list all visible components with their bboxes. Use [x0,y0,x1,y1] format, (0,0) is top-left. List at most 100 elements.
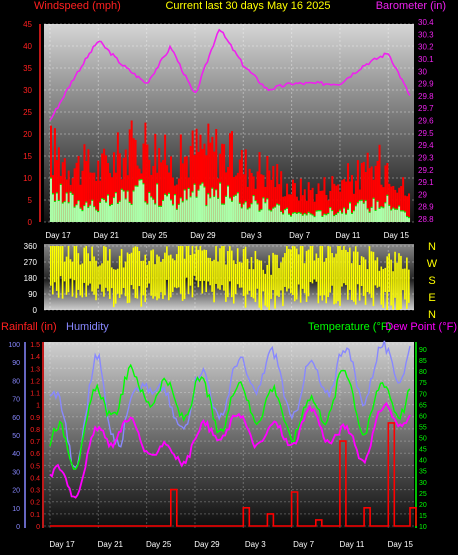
wind-gust-bar [166,165,169,222]
direction-mark [207,257,209,282]
wind-x-tick-labels: Day 17 Day 21 Day 25 Day 29 Day 3 Day 7 Day 11… [45,231,409,240]
wind-average-edge [276,203,279,205]
wind-average-bar [138,180,141,222]
wind-gust-bar [368,168,371,222]
wind-average-edge [211,187,214,189]
wind-average-edge [57,199,60,202]
wind-average-edge [347,208,350,210]
direction-mark [376,257,379,288]
barometer-tick-labels: 30.4 30.3 30.2 30.1 30 29.9 29.8 29.7 29.6 29.5 29… [418,18,434,224]
wind-gust-bar [290,194,292,222]
direction-mark [349,247,351,290]
wind-average-edge [130,203,133,206]
wind-average-edge [329,207,332,209]
windspeed-tick-label: 15 [23,152,32,161]
direction-mark [109,249,111,299]
wind-average-edge [256,203,259,205]
temperature-tick-label: 35 [419,469,427,476]
wind-gust-bar [175,184,178,222]
wind-gust-bar [364,172,367,222]
wind-average-bar [93,206,96,222]
wind-average-bar [305,215,308,222]
wind-average-edge [213,195,216,198]
direction-mark [362,257,365,296]
wind-average-bar [124,199,127,222]
wind-average-edge [170,199,172,201]
wind-gust-bar [199,134,202,222]
direction-mark [335,253,337,304]
wind-average-edge [386,194,389,196]
wind-average-bar [272,208,275,222]
wind-gust-bar [244,149,247,222]
wind-average-edge [270,210,273,212]
direction-mark [315,253,318,282]
wind-average-edge [215,189,218,191]
wind-average-bar [315,211,318,222]
wind-gust-bar [276,164,279,222]
direction-mark [158,256,160,299]
wind-average-bar [321,216,324,222]
wind-gust-bar [160,162,163,222]
wind-average-edge [201,182,204,184]
wind-average-bar [77,200,80,222]
wind-average-edge [305,214,308,216]
direction-mark [282,257,284,307]
wind-average-bar [144,202,147,222]
wind-average-bar [215,190,218,222]
wind-average-bar [177,204,180,222]
wind-average-bar [126,191,129,222]
humidity-tick-label: 0 [16,524,20,531]
temperature-tick-label: 20 [419,502,427,509]
chart-title: Current last 30 days May 16 2025 [165,0,330,12]
direction-mark [388,253,390,292]
humidity-tick-label: 70 [12,397,20,404]
wind-gust-bar [95,180,98,222]
weather-x-tick-label: Day 25 [146,540,172,549]
direction-mark [189,254,192,286]
wind-average-bar [392,208,395,222]
direction-mark [392,271,394,310]
direction-mark [299,246,302,303]
wind-average-edge [177,203,180,205]
wind-gust-bar [282,196,285,222]
wind-marks [49,28,411,222]
wind-average-edge [290,215,292,217]
rainfall-tick-label: 0.7 [30,439,40,446]
wind-average-bar [55,193,58,222]
direction-mark [50,246,52,286]
direction-mark [232,260,235,304]
temperature-axis-label: Temperature (°F) [308,321,391,333]
wind-average-bar [65,193,68,222]
wind-average-edge [356,202,359,204]
direction-mark [256,259,259,289]
wind-average-bar [175,209,178,222]
direction-mark [183,258,186,300]
wind-average-bar [260,209,263,222]
direction-mark [199,246,202,282]
wind-gust-bar [79,184,82,222]
wind-gust-bar [280,171,283,222]
wind-average-bar [244,202,247,222]
wind-average-bar [254,200,257,222]
wind-gust-bar [408,193,411,222]
direction-mark [136,246,139,299]
wind-gust-bar [67,170,70,222]
wind-average-bar [50,178,52,222]
windspeed-tick-label: 10 [23,174,32,183]
wind-gust-bar [327,200,330,222]
wind-average-edge [120,188,123,190]
wind-average-bar [189,197,192,222]
wind-gust-bar [91,172,94,222]
direction-mark [252,269,255,299]
direction-mark [309,246,312,283]
wind-average-bar [101,198,104,222]
wind-average-edge [116,202,119,204]
wind-average-edge [110,203,113,205]
wind-average-bar [219,183,222,222]
direction-mark [93,256,95,295]
wind-average-edge [75,204,78,206]
wind-x-tick-label: Day 25 [142,231,168,240]
direction-mark [358,265,361,301]
humidity-tick-label: 10 [12,506,20,513]
wind-average-edge [264,202,267,204]
